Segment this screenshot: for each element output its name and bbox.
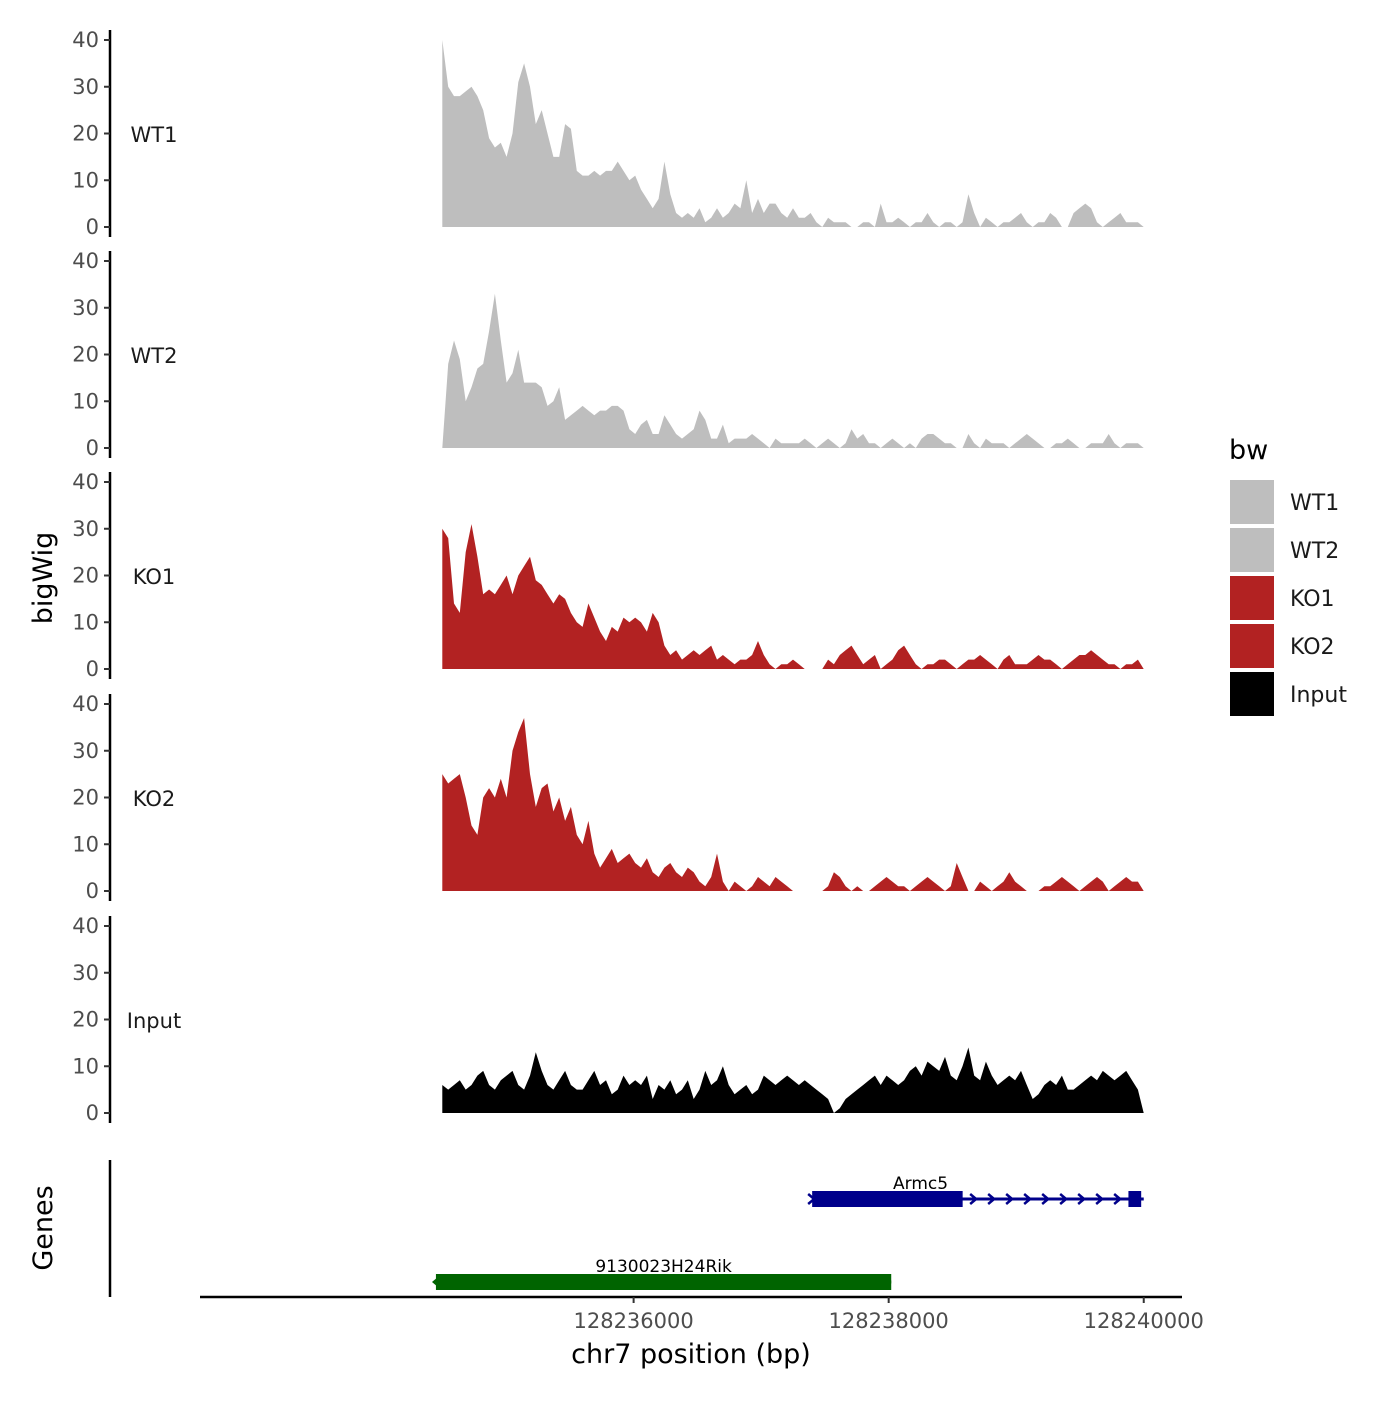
signal-area-wt2: [442, 293, 1144, 448]
y-tick-label-wt2-0: 0: [86, 436, 99, 460]
y-tick-label-wt2-20: 20: [72, 343, 99, 367]
legend-title: bw: [1229, 435, 1268, 466]
gene-strand-arrow-armc5-9: [1095, 1193, 1105, 1205]
gene-strand-arrow-armc5-10: [1113, 1193, 1123, 1205]
legend-label-ko1: KO1: [1290, 587, 1335, 612]
legend-label-input: Input: [1290, 683, 1347, 708]
y-tick-label-wt1-0: 0: [86, 215, 99, 239]
track-label-wt1: WT1: [131, 123, 178, 147]
gene-label-9130023h24rik: 9130023H24Rik: [595, 1257, 732, 1277]
track-label-input: Input: [127, 1009, 181, 1033]
y-tick-label-wt1-30: 30: [72, 75, 99, 99]
legend-label-ko2: KO2: [1290, 635, 1335, 660]
y-tick-label-ko2-30: 30: [72, 739, 99, 763]
y-tick-label-ko2-10: 10: [72, 832, 99, 856]
genes-axis-title: Genes: [28, 1185, 59, 1270]
y-tick-label-input-10: 10: [72, 1054, 99, 1078]
y-tick-label-ko1-30: 30: [72, 517, 99, 541]
track-label-ko1: KO1: [133, 565, 176, 589]
gene-label-armc5: Armc5: [893, 1174, 948, 1194]
gene-strand-arrow-armc5-1: [807, 1193, 817, 1205]
gene-block-armc5-1: [812, 1191, 963, 1207]
y-tick-label-wt1-10: 10: [72, 168, 99, 192]
legend-label-wt2: WT2: [1290, 539, 1339, 564]
track-label-wt2: WT2: [131, 344, 178, 368]
gene-strand-arrow-armc5-3: [987, 1193, 997, 1205]
y-tick-label-input-0: 0: [86, 1101, 99, 1125]
x-axis-title: chr7 position (bp): [571, 1339, 811, 1370]
signal-area-wt1: [442, 40, 1144, 227]
legend-swatch-ko1: [1230, 576, 1274, 620]
legend-swatch-input: [1230, 672, 1274, 716]
gene-strand-arrow-9130023h24rik-1: [431, 1276, 441, 1288]
x-tick-label-128238000: 128238000: [829, 1309, 949, 1333]
y-tick-label-wt1-20: 20: [72, 122, 99, 146]
gene-strand-arrow-armc5-2: [969, 1193, 979, 1205]
gene-strand-arrow-armc5-8: [1077, 1193, 1087, 1205]
y-tick-label-ko2-20: 20: [72, 786, 99, 810]
gene-strand-arrow-armc5-6: [1041, 1193, 1051, 1205]
gene-block-armc5-2: [1128, 1191, 1142, 1207]
y-tick-label-input-40: 40: [72, 914, 99, 938]
track-label-ko2: KO2: [133, 787, 176, 811]
signal-area-ko2: [442, 718, 1144, 891]
y-tick-label-wt2-30: 30: [72, 296, 99, 320]
signal-area-ko1: [442, 524, 1144, 669]
y-tick-label-ko2-40: 40: [72, 692, 99, 716]
y-tick-label-ko1-20: 20: [72, 564, 99, 588]
x-tick-label-128240000: 128240000: [1084, 1309, 1204, 1333]
gene-block-9130023h24rik-1: [435, 1274, 892, 1290]
y-tick-label-input-30: 30: [72, 961, 99, 985]
y-tick-label-input-20: 20: [72, 1008, 99, 1032]
y-tick-label-wt1-40: 40: [72, 28, 99, 52]
y-tick-label-ko2-0: 0: [86, 879, 99, 903]
gene-strand-arrow-armc5-4: [1005, 1193, 1015, 1205]
gene-strand-arrow-armc5-5: [1023, 1193, 1033, 1205]
legend-swatch-ko2: [1230, 624, 1274, 668]
y-tick-label-wt2-40: 40: [72, 249, 99, 273]
signal-area-input: [442, 1047, 1144, 1113]
y-tick-label-wt2-10: 10: [72, 389, 99, 413]
x-tick-label-128236000: 128236000: [573, 1309, 693, 1333]
legend-swatch-wt2: [1230, 528, 1274, 572]
y-tick-label-ko1-10: 10: [72, 610, 99, 634]
y-tick-label-ko1-40: 40: [72, 470, 99, 494]
legend-label-wt1: WT1: [1290, 491, 1339, 516]
y-axis-title: bigWig: [28, 532, 59, 625]
gene-strand-arrow-armc5-7: [1059, 1193, 1069, 1205]
y-tick-label-ko1-0: 0: [86, 657, 99, 681]
legend-swatch-wt1: [1230, 480, 1274, 524]
